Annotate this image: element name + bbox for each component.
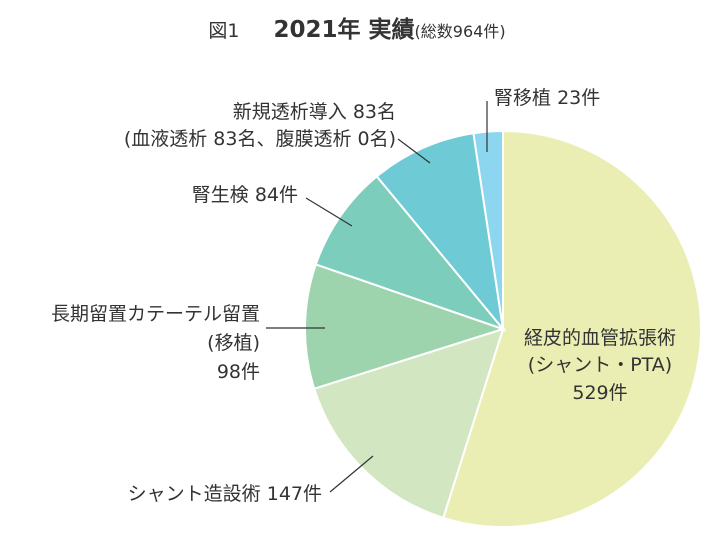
leader-line-dialysis [397, 138, 431, 164]
slice-label-biopsy: 腎生検 84件 [192, 184, 298, 206]
chart-title: 図1 2021年 実績(総数964件) [0, 10, 714, 44]
slice-label-transplant: 腎移植 23件 [494, 87, 600, 109]
slice-label-catheter: 長期留置カテーテル留置 [51, 303, 260, 325]
slice-label-dialysis: 新規透析導入 83名 [233, 101, 396, 123]
slice-count-pta: 529件 [572, 382, 627, 404]
slice-sublabel-pta: (シャント・PTA) [528, 354, 672, 376]
pie-slice-5 [472, 129, 504, 330]
figure-label: 図1 [208, 20, 240, 42]
pie-slice-3 [314, 174, 507, 332]
pie-slice-4 [375, 132, 505, 333]
pie-slice-1 [312, 327, 505, 520]
slice-sublabel-catheter: (移植) [207, 332, 260, 354]
slice-count-catheter: 98件 [217, 361, 260, 383]
slice-label-shunt: シャント造設術 147件 [128, 483, 322, 505]
pie-slices [304, 129, 702, 528]
leader-line-biopsy [305, 197, 353, 227]
pie-slice-2 [304, 263, 507, 390]
slice-label-ptA: 経皮的血管拡張術 [524, 327, 676, 349]
main-title: 2021年 実績 [273, 17, 415, 43]
leader-line-shunt [329, 455, 374, 493]
slice-sublabel-dialysis: (血液透析 83名、腹膜透析 0名) [124, 128, 396, 150]
total-note: (総数964件) [414, 22, 506, 41]
pie-slice-0 [442, 129, 702, 528]
